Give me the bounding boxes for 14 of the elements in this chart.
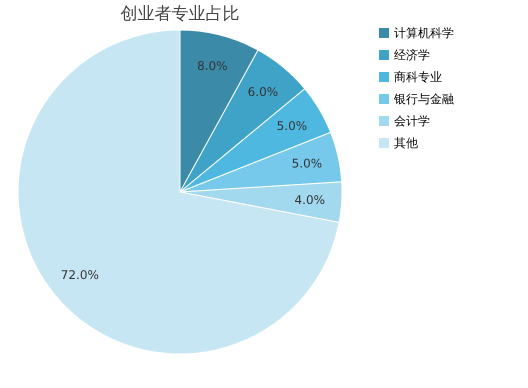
legend-label: 经济学 [394,48,430,62]
data-label: 6.0% [248,84,278,99]
data-label: 8.0% [197,59,228,74]
legend-label: 商科专业 [394,70,442,84]
legend-label: 银行与金融 [393,92,454,106]
legend-label: 会计学 [394,114,430,128]
legend-label: 计算机科学 [394,26,454,40]
data-label: 5.0% [276,118,308,133]
legend-label: 其他 [394,136,418,150]
data-label: 4.0% [294,193,325,208]
pie-slice [18,30,340,354]
data-label: 72.0% [60,268,99,282]
data-label: 5.0% [292,156,322,171]
chart-title: 创业者专业占比 [120,4,240,24]
